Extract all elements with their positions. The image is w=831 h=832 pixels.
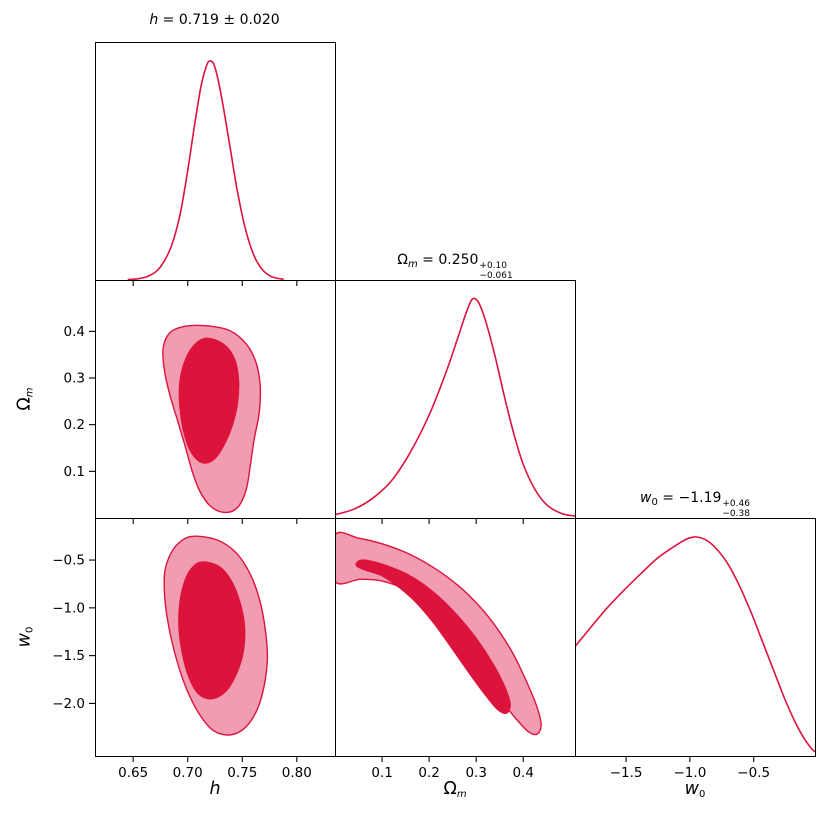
title-error-stack-omega-m: +0.10 −0.061 (479, 261, 512, 281)
density-curve-omega_m (335, 297, 575, 517)
x-tick-label: 0.80 (282, 765, 312, 781)
x-axis-label-h-base: h (209, 779, 221, 799)
y-axis-label-w0: w0 (15, 627, 36, 648)
y-axis-label-w0-base: w (14, 633, 35, 648)
title-value-omega-m: = 0.250 (417, 252, 479, 268)
density-panel-w0 (575, 536, 815, 753)
title-err-plus-omega-m: +0.10 (479, 261, 508, 271)
title-value-w0: = −1.19 (657, 490, 722, 506)
panel-title-h: h = 0.719 ± 0.020 (149, 12, 280, 28)
inner-contour-w0-vs-h (178, 561, 246, 700)
y-tick-label: 0.2 (64, 417, 85, 433)
density-curve-h (127, 60, 284, 280)
density-panel-h (127, 60, 284, 280)
x-axis-label-h: h (209, 779, 220, 799)
contour-panel-w0-vs-h (163, 535, 269, 736)
inner-contour-w0-vs-omega_m (355, 559, 511, 714)
panel-frame-r1-c1 (335, 280, 576, 519)
contour-panel-w0-vs-omega_m (335, 531, 542, 736)
x-tick-label: 0.70 (173, 765, 203, 781)
x-tick-label: 0.65 (118, 765, 148, 781)
x-tick-label: −0.5 (737, 765, 770, 781)
x-tick-label: 0.1 (371, 765, 392, 781)
x-tick-label: 0.2 (418, 765, 439, 781)
panel-title-w0: w0 = −1.19 +0.46 −0.38 (640, 490, 750, 519)
y-axis-label-omega-m-base: Ω (14, 397, 35, 411)
y-axis-label-omega-m-sub: m (24, 387, 36, 398)
x-axis-label-w0: w0 (685, 779, 706, 800)
title-err-plus-w0: +0.46 (722, 499, 750, 509)
y-tick-label: −2.0 (52, 696, 85, 712)
y-axis-label-omega-m: Ωm (15, 387, 36, 410)
density-curve-w0 (575, 536, 815, 753)
y-axis-label-w0-sub: 0 (24, 626, 36, 634)
y-tick-label: −1.0 (52, 600, 85, 616)
panel-title-omega-m: Ωm = 0.250 +0.10 −0.061 (397, 252, 512, 281)
x-axis-label-omega-m-sub: m (456, 789, 467, 800)
x-axis-label-w0-sub: 0 (698, 789, 706, 800)
title-symbol-h: h (149, 12, 159, 28)
title-symbol-sub-w0: 0 (651, 497, 658, 508)
title-error-stack-w0: +0.46 −0.38 (722, 499, 750, 519)
y-tick-label: 0.3 (64, 371, 85, 387)
title-err-minus-w0: −0.38 (722, 509, 750, 519)
x-tick-label: 0.75 (227, 765, 257, 781)
x-axis-label-omega-m: Ωm (443, 779, 466, 800)
y-tick-label: −1.5 (52, 648, 85, 664)
title-symbol-omega-m: Ω (397, 252, 408, 268)
title-value-h: = 0.719 ± 0.020 (158, 12, 280, 28)
panel-frame-r2-c2 (575, 518, 816, 757)
x-axis-label-omega-m-base: Ω (443, 779, 457, 799)
panel-frame-r2-c1 (335, 518, 576, 757)
y-tick-label: 0.1 (64, 464, 85, 480)
x-tick-label: 0.3 (465, 765, 486, 781)
y-tick-label: 0.4 (64, 324, 85, 340)
title-symbol-sub-omega-m: m (407, 259, 418, 270)
contour-panel-omega_m-vs-h (162, 324, 262, 514)
x-tick-label: −1.0 (674, 765, 707, 781)
title-err-minus-omega-m: −0.061 (479, 271, 513, 281)
x-tick-label: −1.5 (610, 765, 643, 781)
y-tick-label: −0.5 (52, 553, 85, 569)
title-symbol-w0: w (640, 490, 652, 506)
panel-frame-r0-c0 (95, 42, 336, 281)
inner-contour-omega_m-vs-h (178, 337, 240, 464)
x-axis-label-w0-base: w (684, 779, 699, 799)
density-panel-omega_m (335, 297, 575, 517)
x-tick-label: 0.4 (512, 765, 533, 781)
